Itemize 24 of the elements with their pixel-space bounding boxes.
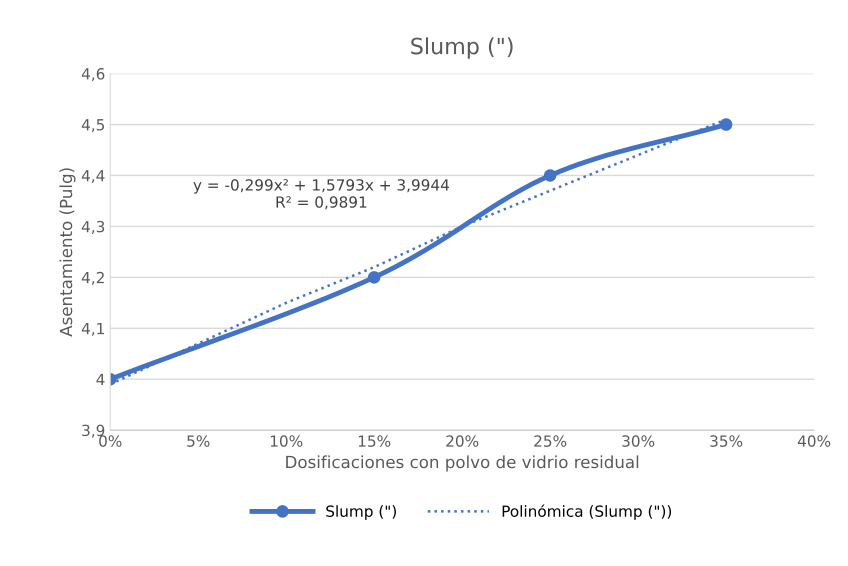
x-tick-label: 35% xyxy=(710,435,742,447)
annotation: y = -0,299x² + 1,5793x + 3,9944 R² = 0,9891 xyxy=(193,179,450,210)
chart-title: Slump (") xyxy=(411,37,513,59)
x-tick-label: 25% xyxy=(534,435,566,447)
x-axis-title: Dosificaciones con polvo de vidrio residual xyxy=(286,455,638,472)
x-tick-label: 5% xyxy=(187,435,210,447)
point xyxy=(720,118,732,131)
x-tick-label: 40% xyxy=(798,435,830,447)
y-tick-label: 4,3 xyxy=(82,220,104,234)
legend-label: Slump (") xyxy=(326,505,396,520)
y-tick-label: 4,4 xyxy=(82,170,105,184)
point xyxy=(368,271,380,284)
x-tick-label: 20% xyxy=(446,435,478,447)
x-tick-label: 15% xyxy=(358,435,390,447)
y-tick-label: 4 xyxy=(96,374,105,386)
y-tick-label: 4,2 xyxy=(82,272,104,285)
x-tick-label: 10% xyxy=(270,435,302,447)
y-tick-label: 4,1 xyxy=(82,322,104,336)
x-tick-label: 30% xyxy=(622,435,654,447)
point xyxy=(544,169,556,182)
y-tick-label: 4,6 xyxy=(82,68,104,82)
y-tick-label: 4,5 xyxy=(82,119,104,132)
legend-label: Polinómica (Slump (")) xyxy=(502,504,672,520)
y-axis-title: Asentamiento (Pulg) xyxy=(59,168,76,337)
